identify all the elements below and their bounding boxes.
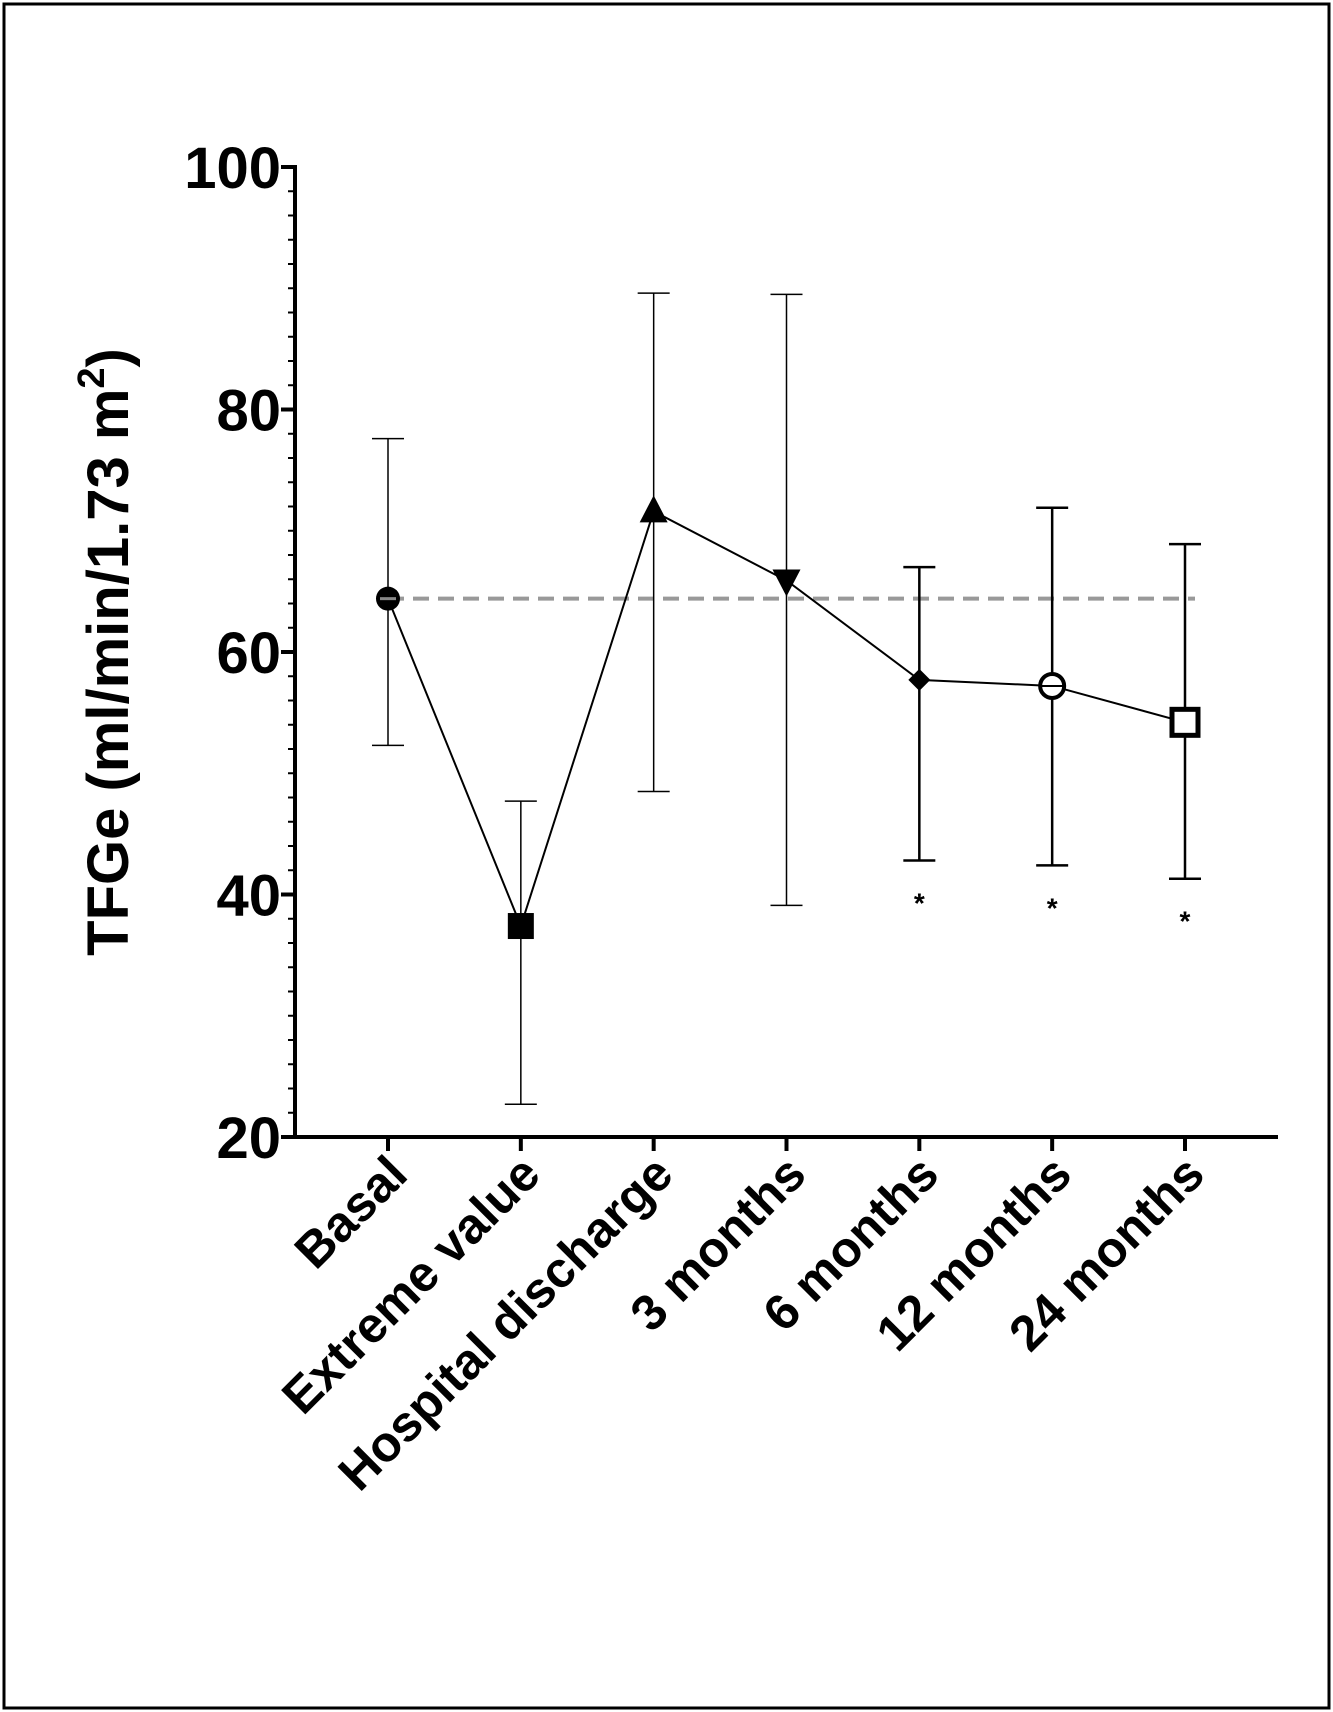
plot-area: * * *	[372, 292, 1201, 1106]
y-axis-label-superscript: 2	[71, 367, 113, 388]
y-axis-label-close: )	[76, 348, 141, 367]
y-tick-label: 40	[216, 864, 281, 929]
y-tick-label: 80	[216, 379, 281, 444]
y-axis: 20 40 60 80 100	[184, 136, 297, 1171]
significance-asterisk: *	[1180, 906, 1191, 937]
y-axis-label-main: TFGe (ml/min/1.73 m	[76, 389, 141, 956]
y-tick-label: 100	[184, 136, 281, 201]
y-tick-label: 60	[216, 621, 281, 686]
data-point	[1169, 706, 1201, 738]
significance-asterisk: *	[914, 888, 925, 919]
data-point	[507, 913, 534, 940]
data-point	[908, 668, 931, 691]
significance-asterisk: *	[1047, 892, 1058, 923]
data-point	[772, 569, 801, 597]
data-point	[639, 495, 668, 523]
y-axis-label: TFGe (ml/min/1.73 m2)	[71, 348, 141, 956]
y-tick-label: 20	[216, 1106, 281, 1171]
